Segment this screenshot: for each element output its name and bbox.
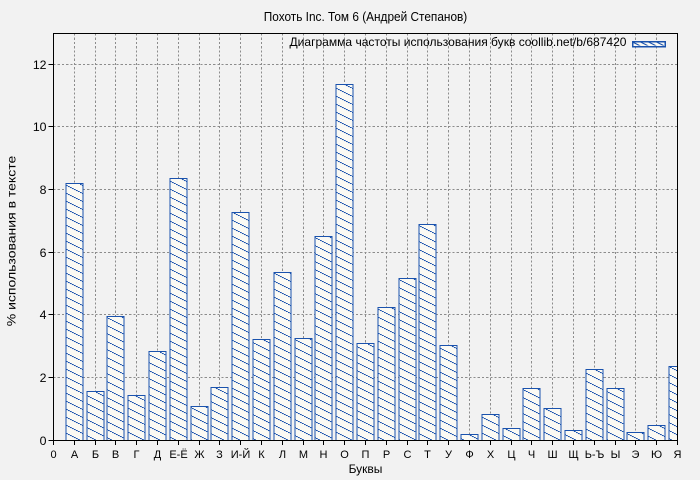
svg-text:Похоть Inc. Том 6 (Андрей Степ: Похоть Inc. Том 6 (Андрей Степанов)	[264, 10, 468, 24]
svg-text:С: С	[404, 449, 412, 461]
svg-text:4: 4	[40, 308, 47, 322]
svg-text:Диаграмма частоты использовани: Диаграмма частоты использования букв coo…	[290, 35, 627, 49]
svg-text:З: З	[216, 449, 223, 461]
svg-text:Ш: Ш	[547, 449, 557, 461]
svg-text:Ы: Ы	[611, 449, 621, 461]
svg-text:М: М	[299, 449, 308, 461]
svg-text:6: 6	[40, 246, 47, 260]
svg-text:Т: Т	[424, 449, 431, 461]
svg-text:Буквы: Буквы	[349, 462, 383, 476]
svg-text:Ц: Ц	[507, 449, 515, 461]
svg-text:Ь-Ъ: Ь-Ъ	[585, 449, 605, 461]
svg-text:2: 2	[40, 371, 47, 385]
svg-text:У: У	[445, 449, 453, 461]
svg-text:Л: Л	[279, 449, 286, 461]
svg-text:Н: Н	[320, 449, 328, 461]
svg-text:Х: Х	[487, 449, 495, 461]
svg-text:Ф: Ф	[465, 449, 473, 461]
svg-text:8: 8	[40, 183, 47, 197]
svg-text:П: П	[362, 449, 370, 461]
svg-text:12: 12	[33, 58, 47, 72]
svg-text:Ю: Ю	[651, 449, 662, 461]
svg-text:Е-Ё: Е-Ё	[169, 449, 187, 461]
svg-text:Р: Р	[383, 449, 390, 461]
svg-text:Ж: Ж	[194, 449, 204, 461]
svg-text:Я: Я	[674, 449, 682, 461]
svg-text:О: О	[340, 449, 349, 461]
svg-text:К: К	[258, 449, 265, 461]
svg-text:% использования в тексте: % использования в тексте	[4, 156, 18, 327]
svg-text:Г: Г	[134, 449, 140, 461]
svg-text:А: А	[71, 449, 79, 461]
svg-text:Б: Б	[92, 449, 99, 461]
svg-text:Д: Д	[154, 449, 162, 461]
svg-text:И-Й: И-Й	[231, 448, 250, 461]
svg-text:0: 0	[40, 434, 47, 448]
svg-text:Ч: Ч	[528, 449, 535, 461]
svg-text:Э: Э	[632, 449, 640, 461]
svg-text:В: В	[112, 449, 119, 461]
svg-text:10: 10	[33, 120, 47, 134]
svg-text:0: 0	[50, 449, 56, 461]
svg-text:Щ: Щ	[568, 449, 578, 461]
